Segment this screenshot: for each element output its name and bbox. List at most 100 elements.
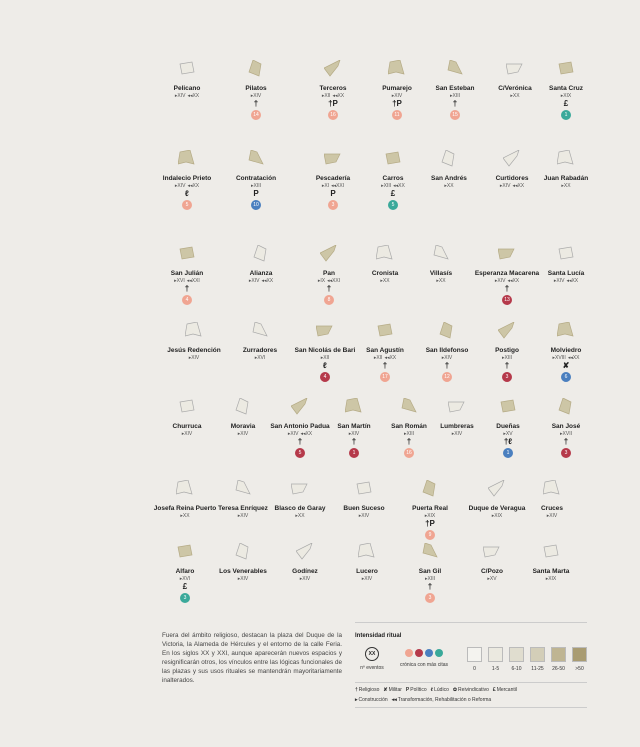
date: ▸XIII <box>403 431 414 437</box>
plaza: Blasco de Garay ▸XX <box>265 505 335 519</box>
plaza-name: Santa Cruz <box>549 85 583 92</box>
plaza-dates: ▸XIV ◂◂XX <box>265 431 335 437</box>
symbol: ℓ <box>430 687 434 693</box>
date-item: ▸Construcción <box>355 697 388 703</box>
shape-path <box>235 480 251 495</box>
event-count: 1 <box>349 448 359 458</box>
scale-item: 6-10 <box>509 647 524 672</box>
symbol-legend: †Religioso ✘Militar PPolítico ℓLúdico ✿Reivi… <box>355 682 587 693</box>
plaza: San Antonio Padua ▸XIV ◂◂XX † 5 <box>265 423 335 458</box>
plaza-shape <box>324 153 341 165</box>
plaza-dates: ▸XIII <box>420 93 490 99</box>
plaza-dates: ▸XIV <box>270 576 340 582</box>
plaza-name: San Martín <box>337 423 371 430</box>
date: ▸XX <box>561 183 571 189</box>
symbol-label: Político <box>410 687 427 693</box>
shape-path <box>320 245 337 262</box>
plaza-shape <box>356 481 372 495</box>
date: ▸XIII <box>449 93 460 99</box>
plaza: Terceros ▸XII ◂◂XX †P 16 <box>298 85 368 120</box>
shape-path <box>498 322 515 339</box>
date: ▸XIV <box>181 431 193 437</box>
symbol: † <box>355 687 358 693</box>
scale-swatch <box>572 647 587 662</box>
date: ◂◂XX <box>300 431 313 437</box>
plaza-shape <box>177 544 193 558</box>
date: ▸XV <box>503 431 513 437</box>
event-count: 17 <box>380 372 390 382</box>
plaza-dates: ▸XII ◂◂XX <box>298 93 368 99</box>
date: ▸XVI <box>174 278 185 284</box>
plaza-name: Contratación <box>235 175 277 182</box>
date: ▸XIV <box>441 355 453 361</box>
shape-path <box>500 399 516 413</box>
legend: Intensidad ritual XX nº eventos crónica con… <box>355 622 587 708</box>
date-legend: ▸Construcción ◂◂Transformación, Rehabilit… <box>355 697 587 708</box>
event-count: 16 <box>404 448 414 458</box>
color-dot <box>415 649 423 657</box>
plaza-shape <box>433 245 449 260</box>
plaza-dates: ▸XIV ◂◂XX <box>531 278 601 284</box>
symbol-item: ℓLúdico <box>431 687 449 693</box>
legend-title: Intensidad ritual <box>355 633 402 639</box>
plaza-name: Pilatos <box>245 85 267 92</box>
plaza-name: Pescadería <box>315 175 351 182</box>
plaza-dates: ▸XIV <box>159 355 229 361</box>
use-symbol: ℓ <box>323 361 327 370</box>
scale-label: 26-50 <box>552 666 565 672</box>
plaza-shape <box>253 245 267 262</box>
scale-swatch <box>509 647 524 662</box>
scale-label: 0 <box>473 666 476 672</box>
scale-swatch <box>530 647 545 662</box>
date: ▸XVI <box>179 576 191 582</box>
date: ▸XIII <box>424 576 435 582</box>
event-count: 4 <box>320 372 330 382</box>
plaza-shape <box>320 245 337 262</box>
plaza-name: Pan <box>323 270 335 277</box>
scale-item: 0 <box>467 647 482 672</box>
symbol: ✘ <box>383 687 388 693</box>
plaza-shape <box>558 246 574 260</box>
event-count: 11 <box>392 110 402 120</box>
event-count: 9 <box>425 530 435 540</box>
plaza-shape <box>498 322 515 339</box>
date: ▸XIX <box>491 513 503 519</box>
plaza-shape <box>558 398 572 415</box>
use-symbol: † <box>563 437 569 446</box>
date-symbol: ▸ <box>355 697 358 703</box>
date: ▸XII <box>321 93 331 99</box>
shape-path <box>356 481 372 495</box>
plaza-name: Molviedro <box>550 347 582 354</box>
symbol-item: ✘Militar <box>383 687 402 693</box>
plaza: Puerta Real ▸XIX †P 9 <box>395 505 465 540</box>
date: ◂◂XX <box>332 93 345 99</box>
plaza-dates: ▸XIV <box>152 431 222 437</box>
shape-path <box>557 150 574 165</box>
shape-path <box>388 60 405 75</box>
scale-item: >50 <box>572 647 587 672</box>
legend-sample: XX nº eventos <box>355 647 389 671</box>
plaza-shape <box>498 248 515 260</box>
plaza-name: San Julián <box>170 270 204 277</box>
use-symbol: † <box>326 284 332 293</box>
shape-path <box>179 246 195 260</box>
plaza-name: San Antonio Padua <box>270 423 330 430</box>
plaza-name: Alianza <box>249 270 273 277</box>
shape-path <box>543 480 560 495</box>
symbol-item: PPolítico <box>406 687 427 693</box>
plaza-shape <box>358 543 375 558</box>
shape-path <box>422 543 438 558</box>
plaza-shape <box>488 480 505 497</box>
plaza: Indalecio Prieto ▸XIV ◂◂XX ℓ 5 <box>152 175 222 210</box>
symbol-label: Mercantil <box>496 687 517 693</box>
use-symbol: † <box>297 437 303 446</box>
plaza-dates: ▸XII ◂◂XX <box>350 355 420 361</box>
use-symbol: †P <box>328 99 338 108</box>
date: ▸XVI <box>254 355 266 361</box>
date: ▸XIV <box>348 431 360 437</box>
date: ◂◂XXI <box>331 183 345 189</box>
plaza: Churruca ▸XIV <box>152 423 222 437</box>
event-count: 1 <box>503 448 513 458</box>
plaza-dates: ▸XIV <box>208 431 278 437</box>
plaza-name: Postigo <box>495 347 519 354</box>
